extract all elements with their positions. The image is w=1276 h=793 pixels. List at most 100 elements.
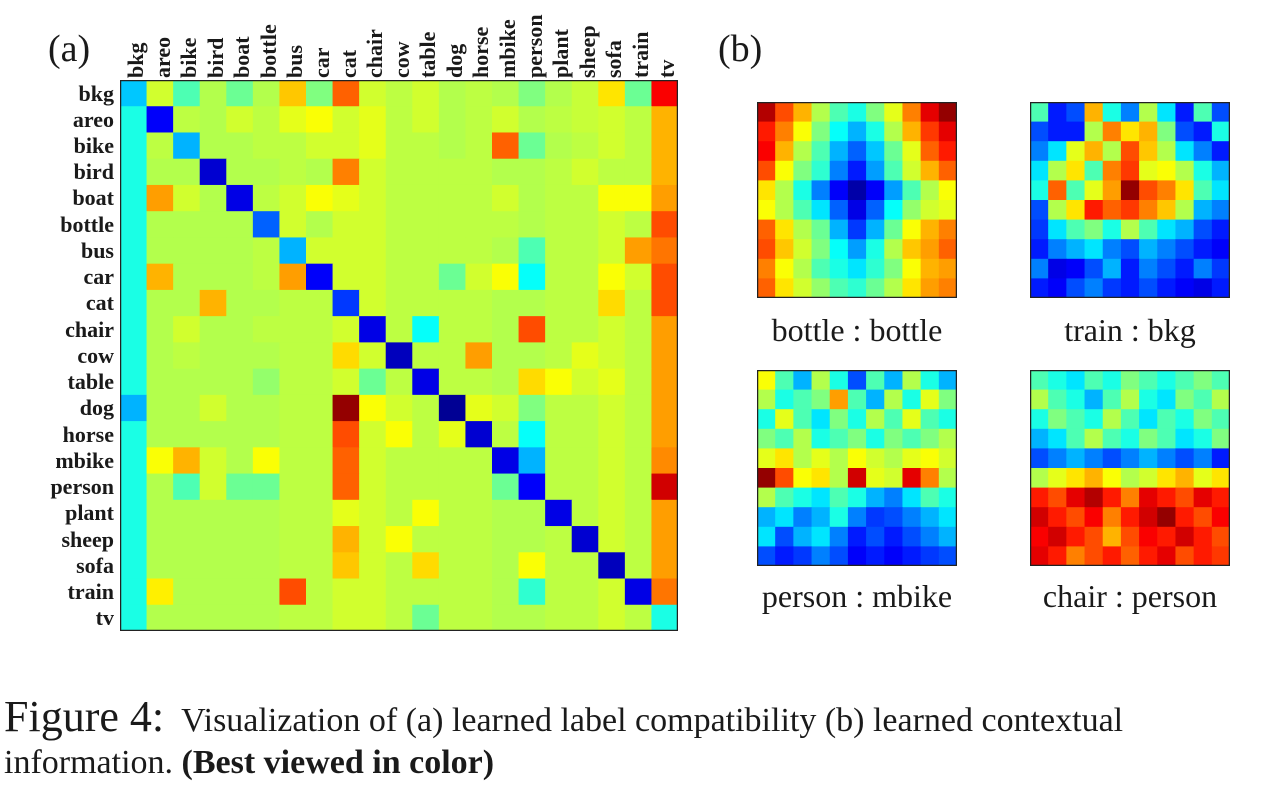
ctx2-cell-6-0	[757, 487, 776, 508]
compat-cell-12-4	[226, 394, 254, 422]
ctx3-cell-4-2	[1066, 448, 1086, 469]
compat-cell-14-10	[385, 447, 413, 475]
ctx3-cell-7-3	[1084, 507, 1104, 528]
ctx3-cell-4-3	[1084, 448, 1104, 469]
ctx0-cell-6-3	[811, 219, 831, 240]
compat-cell-2-16	[545, 132, 573, 160]
compat-cell-8-5	[252, 289, 281, 317]
ctx0-cell-1-5	[847, 121, 867, 142]
compat-cell-11-2	[173, 368, 201, 396]
ctx0-cell-5-4	[829, 200, 849, 221]
ctx0-cell-8-2	[793, 258, 813, 279]
ctx2-cell-5-7	[884, 468, 904, 489]
compat-cell-10-16	[545, 342, 573, 370]
compat-cell-5-2	[173, 211, 201, 239]
ctx1-cell-3-3	[1084, 160, 1104, 181]
col-label-mbike: mbike	[495, 19, 520, 78]
compat-cell-2-0	[120, 132, 148, 160]
ctx1-cell-6-4	[1102, 219, 1122, 240]
ctx3-cell-2-4	[1102, 409, 1122, 430]
ctx2-cell-3-3	[811, 428, 831, 449]
ctx3-cell-8-2	[1066, 526, 1086, 547]
ctx2-cell-5-2	[793, 468, 813, 489]
compat-cell-3-18	[598, 158, 626, 186]
ctx1-border	[1030, 102, 1230, 298]
ctx0-cell-9-7	[884, 278, 904, 298]
ctx0-cell-6-1	[775, 219, 794, 240]
ctx3-cell-5-0	[1030, 468, 1049, 489]
compat-cell-17-7	[306, 526, 334, 553]
ctx3-cell-6-0	[1030, 487, 1049, 508]
ctx3-cell-4-8	[1175, 448, 1195, 469]
compat-cell-20-7	[306, 604, 334, 631]
ctx1-cell-7-7	[1157, 239, 1177, 260]
ctx0-cell-5-6	[866, 200, 885, 221]
ctx2-cell-3-8	[902, 428, 922, 449]
compat-cell-8-6	[279, 289, 307, 317]
compat-cell-17-13	[465, 526, 493, 553]
compat-cell-8-13	[465, 289, 493, 317]
compat-cell-18-17	[571, 552, 599, 580]
ctx1-cell-4-4	[1102, 180, 1122, 201]
compat-cell-3-10	[385, 158, 413, 186]
ctx0-cell-1-2	[793, 121, 813, 142]
compat-cell-17-17	[571, 526, 599, 553]
compat-cell-0-1	[146, 80, 174, 107]
ctx2-cell-0-2	[793, 370, 813, 391]
compat-cell-7-8	[332, 263, 360, 291]
ctx0-cell-7-7	[884, 239, 904, 260]
ctx0-cell-7-1	[775, 239, 794, 260]
compat-cell-13-20	[651, 421, 678, 448]
ctx3-cell-4-6	[1139, 448, 1158, 469]
ctx1-cell-2-6	[1139, 141, 1158, 162]
compat-cell-9-6	[279, 316, 307, 343]
compat-cell-4-1	[146, 184, 174, 212]
ctx0-cell-8-6	[866, 258, 885, 279]
compat-cell-4-11	[412, 184, 440, 212]
ctx1-cell-3-0	[1030, 160, 1049, 181]
ctx3-cell-0-7	[1157, 370, 1177, 391]
compat-cell-13-19	[624, 421, 653, 448]
compat-cell-7-4	[226, 263, 254, 291]
ctx2-cell-2-2	[793, 409, 813, 430]
compat-cell-5-4	[226, 211, 254, 239]
compat-cell-11-12	[438, 368, 467, 396]
compat-cell-18-19	[624, 552, 653, 580]
ctx3-cell-2-0	[1030, 409, 1049, 430]
ctx3-cell-2-10	[1211, 409, 1230, 430]
compat-cell-12-5	[252, 394, 281, 422]
compat-cell-5-11	[412, 211, 440, 239]
compat-cell-18-12	[438, 552, 467, 580]
col-label-bike: bike	[176, 37, 202, 78]
ctx2-cell-0-4	[829, 370, 849, 391]
row-label-mbike: mbike	[55, 447, 114, 473]
compat-cell-10-13	[465, 342, 493, 370]
compat-cell-5-10	[385, 211, 413, 239]
ctx0-cell-9-5	[847, 278, 867, 298]
ctx2-cell-7-3	[811, 507, 831, 528]
ctx3-cell-1-5	[1120, 389, 1140, 410]
compat-cell-19-9	[359, 578, 387, 606]
ctx2-cell-5-10	[938, 468, 957, 489]
ctx2-cell-0-6	[866, 370, 885, 391]
ctx0-cell-3-10	[938, 160, 957, 181]
compat-cell-16-12	[438, 499, 467, 527]
ctx1-cell-3-5	[1120, 160, 1140, 181]
compat-cell-13-7	[306, 421, 334, 448]
ctx2-cell-1-9	[920, 389, 940, 410]
ctx2-cell-0-5	[847, 370, 867, 391]
compat-cell-9-0	[120, 316, 148, 343]
ctx3-cell-9-2	[1066, 546, 1086, 566]
ctx3-cell-9-10	[1211, 546, 1230, 566]
compat-cell-2-5	[252, 132, 281, 160]
compat-cell-4-19	[624, 184, 653, 212]
compat-cell-3-3	[199, 158, 227, 186]
compat-cell-12-11	[412, 394, 440, 422]
ctx1-cell-6-8	[1175, 219, 1195, 240]
ctx0-border	[757, 102, 957, 298]
compat-cell-6-12	[438, 237, 467, 265]
compat-cell-16-0	[120, 499, 148, 527]
compat-cell-16-19	[624, 499, 653, 527]
compat-cell-10-11	[412, 342, 440, 370]
compat-cell-10-8	[332, 342, 360, 370]
